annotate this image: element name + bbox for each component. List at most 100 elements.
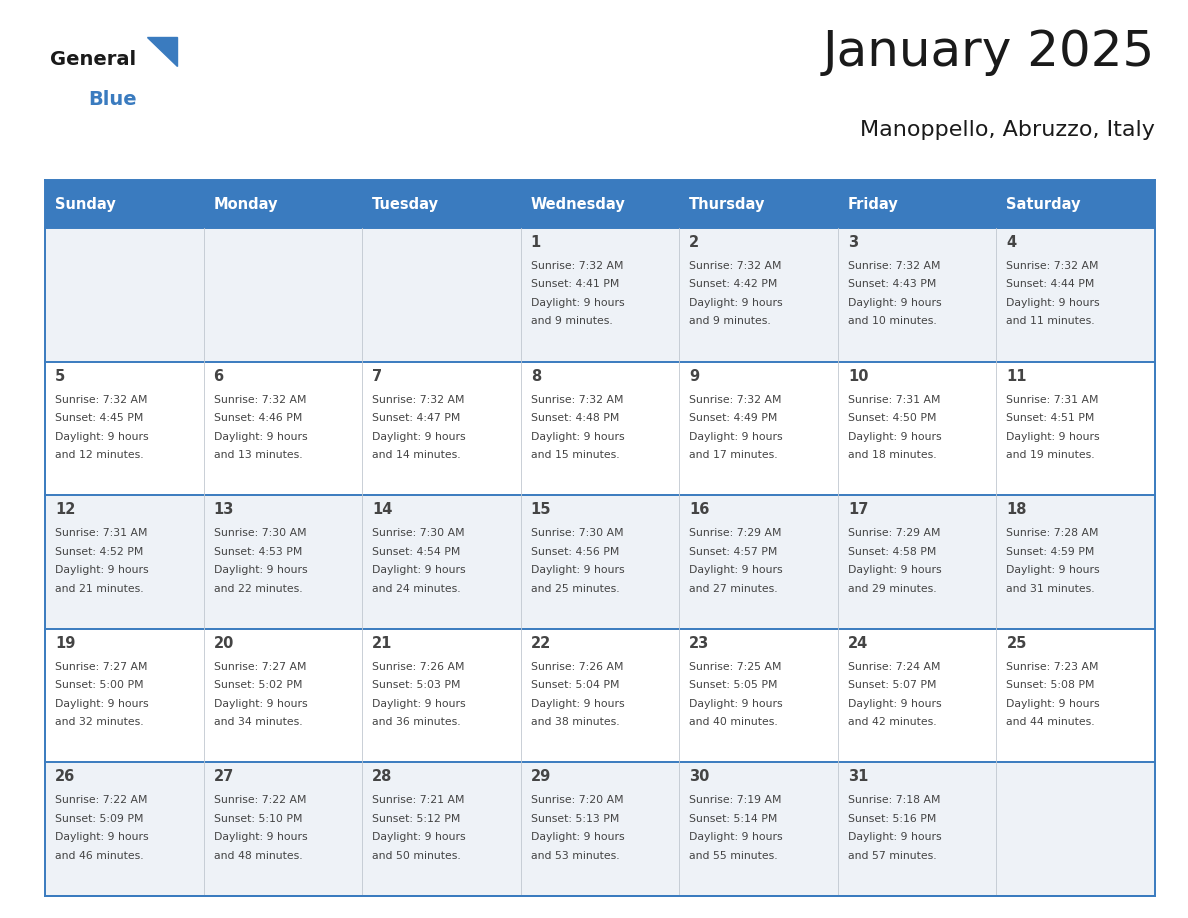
Text: Sunrise: 7:32 AM: Sunrise: 7:32 AM <box>214 395 307 405</box>
Text: 21: 21 <box>372 636 392 651</box>
Text: Sunset: 5:13 PM: Sunset: 5:13 PM <box>531 814 619 823</box>
Text: Friday: Friday <box>848 196 898 211</box>
Bar <box>362 180 520 228</box>
Text: 1: 1 <box>531 235 541 250</box>
Text: Daylight: 9 hours: Daylight: 9 hours <box>214 431 308 442</box>
Text: Daylight: 9 hours: Daylight: 9 hours <box>848 833 941 843</box>
Bar <box>45 228 203 362</box>
Text: Daylight: 9 hours: Daylight: 9 hours <box>55 565 148 576</box>
Text: Daylight: 9 hours: Daylight: 9 hours <box>214 565 308 576</box>
Text: Sunset: 4:43 PM: Sunset: 4:43 PM <box>848 279 936 289</box>
Text: Daylight: 9 hours: Daylight: 9 hours <box>531 565 625 576</box>
Text: and 13 minutes.: and 13 minutes. <box>214 450 302 460</box>
Text: Blue: Blue <box>88 90 137 109</box>
Text: Sunset: 4:46 PM: Sunset: 4:46 PM <box>214 413 302 423</box>
Text: and 55 minutes.: and 55 minutes. <box>689 851 778 861</box>
Text: 30: 30 <box>689 769 709 784</box>
Text: Daylight: 9 hours: Daylight: 9 hours <box>1006 431 1100 442</box>
Bar <box>45 495 203 629</box>
Text: Daylight: 9 hours: Daylight: 9 hours <box>1006 699 1100 709</box>
Text: Sunrise: 7:32 AM: Sunrise: 7:32 AM <box>848 261 941 271</box>
Bar <box>838 228 997 362</box>
Bar <box>997 495 1155 629</box>
Text: Daylight: 9 hours: Daylight: 9 hours <box>689 699 783 709</box>
Text: Sunset: 4:51 PM: Sunset: 4:51 PM <box>1006 413 1095 423</box>
Bar <box>680 629 838 763</box>
Text: and 44 minutes.: and 44 minutes. <box>1006 717 1095 727</box>
Text: Sunrise: 7:21 AM: Sunrise: 7:21 AM <box>372 795 465 805</box>
Text: and 19 minutes.: and 19 minutes. <box>1006 450 1095 460</box>
Text: 9: 9 <box>689 369 700 384</box>
Bar <box>45 180 203 228</box>
Text: and 22 minutes.: and 22 minutes. <box>214 584 302 594</box>
Text: Daylight: 9 hours: Daylight: 9 hours <box>372 833 466 843</box>
Bar <box>362 362 520 495</box>
Text: 13: 13 <box>214 502 234 517</box>
Text: 15: 15 <box>531 502 551 517</box>
Text: Daylight: 9 hours: Daylight: 9 hours <box>372 431 466 442</box>
Bar <box>838 495 997 629</box>
Text: 10: 10 <box>848 369 868 384</box>
Text: Daylight: 9 hours: Daylight: 9 hours <box>55 431 148 442</box>
Text: Sunrise: 7:24 AM: Sunrise: 7:24 AM <box>848 662 941 672</box>
Text: and 48 minutes.: and 48 minutes. <box>214 851 302 861</box>
Text: Sunset: 4:44 PM: Sunset: 4:44 PM <box>1006 279 1095 289</box>
Text: and 36 minutes.: and 36 minutes. <box>372 717 461 727</box>
Text: Saturday: Saturday <box>1006 196 1081 211</box>
Text: Monday: Monday <box>214 196 278 211</box>
Text: and 53 minutes.: and 53 minutes. <box>531 851 619 861</box>
Text: Sunrise: 7:27 AM: Sunrise: 7:27 AM <box>214 662 307 672</box>
Bar <box>362 763 520 896</box>
Text: Daylight: 9 hours: Daylight: 9 hours <box>1006 298 1100 308</box>
Text: Sunset: 4:56 PM: Sunset: 4:56 PM <box>531 547 619 556</box>
Bar <box>203 495 362 629</box>
Text: 2: 2 <box>689 235 700 250</box>
Bar <box>203 362 362 495</box>
Text: Sunset: 5:16 PM: Sunset: 5:16 PM <box>848 814 936 823</box>
Bar <box>520 180 680 228</box>
Text: Sunset: 4:49 PM: Sunset: 4:49 PM <box>689 413 778 423</box>
Text: 17: 17 <box>848 502 868 517</box>
Text: Sunset: 5:07 PM: Sunset: 5:07 PM <box>848 680 936 690</box>
Bar <box>520 495 680 629</box>
Bar <box>680 495 838 629</box>
Text: Sunrise: 7:19 AM: Sunrise: 7:19 AM <box>689 795 782 805</box>
Text: Sunset: 4:50 PM: Sunset: 4:50 PM <box>848 413 936 423</box>
Text: Sunrise: 7:22 AM: Sunrise: 7:22 AM <box>55 795 147 805</box>
Text: 26: 26 <box>55 769 75 784</box>
Bar <box>680 228 838 362</box>
Text: Tuesday: Tuesday <box>372 196 440 211</box>
Text: Sunrise: 7:31 AM: Sunrise: 7:31 AM <box>848 395 941 405</box>
Text: 8: 8 <box>531 369 541 384</box>
Text: 7: 7 <box>372 369 383 384</box>
Text: Daylight: 9 hours: Daylight: 9 hours <box>689 298 783 308</box>
Text: Daylight: 9 hours: Daylight: 9 hours <box>848 431 941 442</box>
Text: 31: 31 <box>848 769 868 784</box>
Bar <box>997 763 1155 896</box>
Text: 6: 6 <box>214 369 223 384</box>
Text: Sunset: 4:59 PM: Sunset: 4:59 PM <box>1006 547 1095 556</box>
Bar <box>997 228 1155 362</box>
Text: and 9 minutes.: and 9 minutes. <box>689 317 771 327</box>
Text: Sunrise: 7:20 AM: Sunrise: 7:20 AM <box>531 795 624 805</box>
Text: Sunrise: 7:22 AM: Sunrise: 7:22 AM <box>214 795 307 805</box>
Text: and 46 minutes.: and 46 minutes. <box>55 851 144 861</box>
Text: 20: 20 <box>214 636 234 651</box>
Bar <box>203 629 362 763</box>
Text: Sunset: 4:47 PM: Sunset: 4:47 PM <box>372 413 461 423</box>
Text: Sunrise: 7:26 AM: Sunrise: 7:26 AM <box>531 662 624 672</box>
Text: Daylight: 9 hours: Daylight: 9 hours <box>55 833 148 843</box>
Bar <box>203 180 362 228</box>
Text: and 14 minutes.: and 14 minutes. <box>372 450 461 460</box>
Text: and 12 minutes.: and 12 minutes. <box>55 450 144 460</box>
Text: Daylight: 9 hours: Daylight: 9 hours <box>848 565 941 576</box>
Text: and 15 minutes.: and 15 minutes. <box>531 450 619 460</box>
Bar <box>520 228 680 362</box>
Text: Sunset: 4:58 PM: Sunset: 4:58 PM <box>848 547 936 556</box>
Text: and 34 minutes.: and 34 minutes. <box>214 717 302 727</box>
Text: Sunset: 5:10 PM: Sunset: 5:10 PM <box>214 814 302 823</box>
Bar <box>362 629 520 763</box>
Text: Sunset: 5:12 PM: Sunset: 5:12 PM <box>372 814 461 823</box>
Text: Sunrise: 7:28 AM: Sunrise: 7:28 AM <box>1006 528 1099 538</box>
Text: Sunrise: 7:29 AM: Sunrise: 7:29 AM <box>689 528 782 538</box>
